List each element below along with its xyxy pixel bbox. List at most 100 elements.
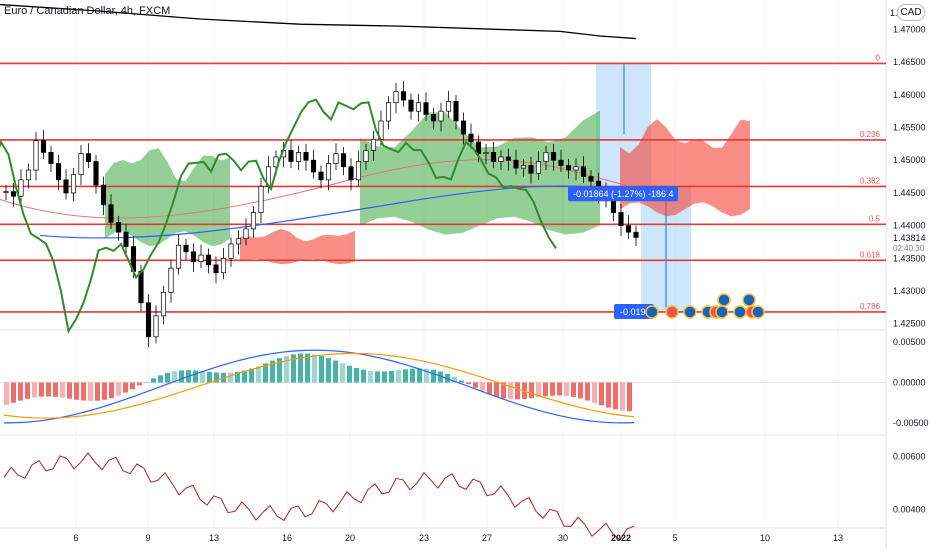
- price-axis-label: 1.43500: [893, 253, 926, 263]
- macd-histogram-bar: [256, 366, 261, 383]
- macd-histogram-bar: [144, 381, 149, 383]
- candle: [633, 231, 639, 238]
- candle: [363, 150, 369, 162]
- candle: [625, 225, 632, 233]
- candle: [618, 212, 624, 226]
- price-axis-label: 1.44500: [893, 188, 926, 198]
- macd-histogram-bar: [151, 378, 156, 383]
- price-axis-label: 1.45500: [893, 123, 926, 133]
- candle: [250, 212, 257, 230]
- price-axis-label: 1.44000: [893, 221, 926, 231]
- macd-histogram-bar: [515, 382, 520, 400]
- candle: [63, 179, 69, 194]
- candle: [355, 161, 362, 181]
- candle: [295, 152, 302, 162]
- price-axis-label: 1.46500: [893, 57, 926, 67]
- candle: [303, 152, 309, 161]
- macd-histogram-bar: [564, 382, 569, 396]
- candle: [475, 141, 482, 155]
- ichimoku-cloud-bull: [360, 110, 600, 235]
- candle: [138, 271, 144, 304]
- macd-histogram-bar: [39, 382, 44, 397]
- candle: [198, 254, 204, 262]
- macd-histogram-bar: [319, 355, 324, 383]
- candle: [18, 179, 24, 197]
- candle: [258, 186, 264, 213]
- macd-histogram-bar: [431, 369, 436, 383]
- macd-histogram-bar: [382, 371, 387, 383]
- macd-histogram-bar: [529, 382, 534, 399]
- macd-histogram-bar: [354, 367, 359, 383]
- macd-histogram-bar: [340, 363, 345, 383]
- x-axis-label: 10: [760, 533, 770, 543]
- economic-event-icon: [733, 305, 747, 319]
- candle: [558, 159, 564, 166]
- candle: [565, 165, 572, 171]
- fib-label: 0: [876, 53, 881, 62]
- macd-histogram-bar: [235, 371, 240, 383]
- macd-histogram-bar: [543, 382, 548, 397]
- signal-line: [3, 352, 635, 419]
- current-price-label: 1.43814: [893, 233, 926, 243]
- candle: [160, 291, 167, 317]
- candle: [333, 153, 339, 164]
- candle: [243, 228, 249, 240]
- macd-histogram-bar: [95, 382, 100, 401]
- candle: [48, 152, 54, 164]
- economic-event-icon: [715, 305, 729, 319]
- macd-histogram-bar: [25, 382, 30, 399]
- macd-histogram-bar: [74, 382, 79, 400]
- price-axis-label: 1.43000: [893, 286, 926, 296]
- macd-axis-label: 0.00500: [893, 337, 926, 347]
- macd-histogram-bar: [557, 382, 562, 396]
- x-axis-label: 23: [419, 533, 429, 543]
- macd-histogram-bar: [228, 372, 233, 383]
- macd-histogram-bar: [592, 382, 597, 403]
- candle: [205, 254, 212, 266]
- macd-histogram-bar: [620, 382, 625, 411]
- candle: [550, 152, 557, 161]
- macd-histogram-bar: [333, 360, 338, 383]
- macd-histogram-bar: [599, 382, 604, 406]
- candle: [520, 165, 527, 169]
- candle: [408, 99, 414, 112]
- measure-tag-bg: [614, 303, 654, 319]
- economic-event-icon: [665, 305, 679, 319]
- countdown-label: 02:40:30: [893, 244, 925, 253]
- candle: [400, 91, 407, 101]
- candle: [183, 244, 189, 253]
- x-axis-label: 27: [482, 533, 492, 543]
- candle: [340, 153, 347, 168]
- fib-label: 0.382: [860, 176, 881, 185]
- x-axis-label: 30: [558, 533, 568, 543]
- candle: [438, 110, 444, 122]
- candle: [490, 152, 497, 162]
- x-axis-label: 16: [282, 533, 292, 543]
- candle: [468, 133, 474, 143]
- candle: [25, 169, 32, 181]
- sma-line-black: [0, 3, 637, 40]
- candle: [288, 150, 294, 162]
- fib-label: 0.618: [860, 250, 881, 259]
- candle: [145, 302, 152, 338]
- candle: [310, 159, 317, 173]
- candle: [108, 204, 114, 223]
- macd-histogram-bar: [466, 382, 471, 385]
- measure-tag-upper: -0.01864 (-1.27%) -186.4: [573, 189, 674, 199]
- currency-button[interactable]: CAD: [897, 4, 925, 21]
- candle: [588, 176, 594, 182]
- x-axis-label: 6: [73, 533, 78, 543]
- macd-histogram-bar: [501, 382, 506, 399]
- candle: [70, 174, 77, 194]
- candle: [505, 156, 512, 161]
- macd-histogram-bar: [627, 382, 632, 412]
- lower-indicator-line: [3, 452, 635, 541]
- x-axis-label: 13: [833, 533, 843, 543]
- economic-event-icon: [683, 305, 697, 319]
- ichimoku-cloud-bull: [105, 148, 230, 247]
- macd-histogram-bar: [200, 371, 205, 383]
- candle: [610, 200, 617, 213]
- macd-histogram-bar: [480, 382, 485, 392]
